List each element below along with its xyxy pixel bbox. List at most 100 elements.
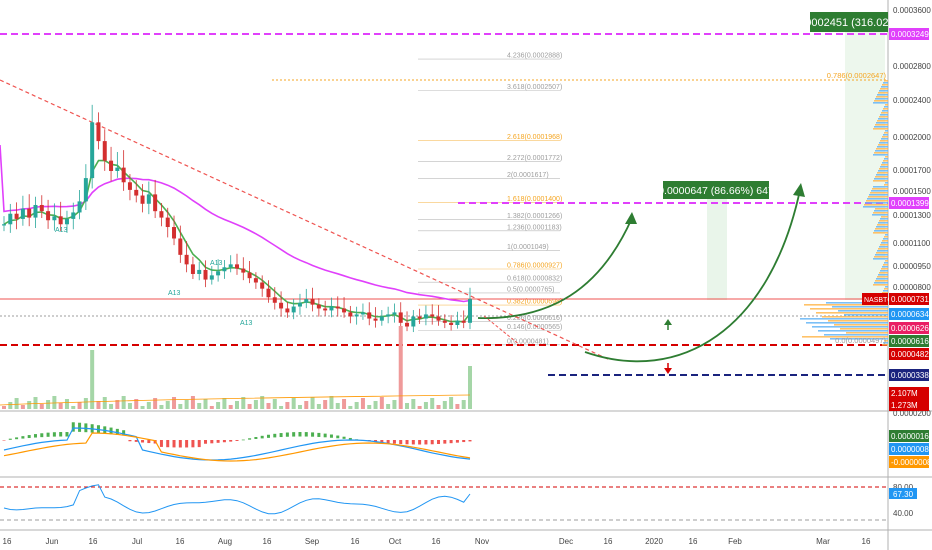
volume-profile-bar: [878, 92, 888, 94]
volume-bar: [159, 405, 164, 409]
volume-profile-bar: [873, 186, 888, 188]
volume-bar: [373, 401, 378, 409]
volume-profile-bar: [883, 238, 888, 240]
volume-profile-bar: [876, 122, 888, 124]
macd-badge: [889, 443, 929, 455]
volume-bar: [423, 402, 428, 409]
volume-bar: [46, 400, 51, 409]
volume-profile-bar: [874, 100, 888, 102]
macd-hist-bar: [2, 440, 6, 441]
candle-body: [461, 320, 466, 323]
price-badge-text: 1.273M: [891, 401, 918, 410]
candle-body: [146, 194, 151, 204]
time-label: 16: [351, 537, 360, 546]
volume-profile-bar: [881, 112, 888, 114]
volume-profile-bar: [865, 202, 888, 204]
volume-profile-bar: [880, 218, 888, 220]
candle-body: [209, 275, 214, 280]
fib-label: 1.236(0.0001183): [507, 224, 562, 231]
projection-diagonal: [483, 315, 521, 346]
volume-profile-bar: [876, 226, 888, 228]
candle-body: [64, 218, 69, 225]
target-mid-label: 0.0000647 (86.66%) 647: [658, 181, 774, 199]
candle-body: [430, 314, 435, 317]
candle-body: [285, 308, 290, 313]
price-badge: [889, 293, 929, 305]
volume-bar: [228, 405, 233, 409]
fib-label: 3.618(0.0002507): [507, 84, 562, 91]
candle-body: [83, 178, 88, 202]
volume-profile-bar: [830, 338, 888, 340]
price-badge: [889, 399, 929, 411]
volume-profile-bar: [885, 234, 888, 236]
price-badge-text: 0.0000731: [891, 295, 929, 304]
macd-hist-bar: [15, 437, 19, 440]
volume-bar: [58, 403, 63, 409]
candle-body: [455, 320, 460, 325]
volume-profile-bar: [880, 270, 888, 272]
macd-hist-bar: [235, 440, 239, 441]
projection-arrows: [477, 183, 805, 374]
volume-profile-bar: [881, 86, 888, 88]
fib-label: 2.272(0.0001772): [507, 155, 562, 162]
volume-profile-bar: [873, 102, 888, 104]
candle-body: [159, 211, 164, 218]
candle-body: [77, 201, 82, 213]
time-axis[interactable]: 16 Jun 16 Jul 16 Aug 16 Sep 16 Oct 16 Nov Dec 16 2020 1…: [3, 537, 871, 546]
macd-hist-bar: [336, 435, 340, 439]
volume-profile-bar: [877, 120, 888, 122]
candle-body: [2, 224, 6, 226]
volume-profile-bar: [876, 148, 888, 150]
time-label: Mar: [816, 537, 830, 546]
candle-body: [20, 208, 25, 219]
candle-body: [417, 316, 422, 319]
macd-badge: [889, 456, 929, 468]
volume-profile-bar: [875, 228, 888, 230]
candle-body: [297, 302, 302, 307]
volume-bar: [39, 404, 44, 409]
candle-body: [52, 216, 57, 221]
volume-profile-bar: [816, 312, 888, 314]
candle-body: [386, 314, 391, 317]
volume-profile-bar: [882, 344, 888, 346]
wave-label-1: A13: [55, 227, 68, 234]
candle-body: [58, 216, 63, 225]
volume-profile-bar: [879, 246, 888, 248]
macd-hist-bar: [424, 440, 428, 445]
price-tick: 0.0001100: [893, 239, 931, 248]
macd-hist-bar: [380, 440, 384, 443]
price-badge: [889, 335, 929, 347]
volume-bar: [442, 401, 447, 409]
fib-label: 1.382(0.0001266): [507, 213, 562, 220]
volume-bar: [146, 402, 151, 409]
small-down-arrowhead: [664, 368, 672, 374]
price-tick: 0.0002800: [893, 62, 931, 71]
fib-label: 1.618(0.0001400): [507, 196, 562, 203]
volume-profile-bar: [864, 204, 888, 206]
volume-bar: [20, 405, 25, 409]
macd-hist-bar: [468, 440, 472, 442]
price-tick: 0.0000200: [893, 409, 931, 418]
volume-profile-bar: [882, 292, 888, 294]
macd-badge-text: 0.0000016: [891, 432, 929, 441]
volume-profile-bar: [877, 276, 888, 278]
volume-bar: [392, 400, 397, 409]
price-axis[interactable]: 0.0003600 0.0002800 0.0002400 0.0002000 0.00…: [893, 6, 931, 418]
volume-bar: [83, 398, 88, 409]
candle-body: [272, 297, 277, 303]
macd-badge-text: 0.0000008: [891, 445, 929, 454]
volume-profile-bar: [884, 158, 888, 160]
volume-bar: [165, 401, 170, 409]
volume-profile-bar: [880, 88, 888, 90]
macd-hist-bar: [248, 438, 252, 440]
volume-profile-bar: [874, 282, 888, 284]
volume-bar: [140, 406, 145, 409]
macd-hist-bar: [298, 432, 302, 437]
macd-badges: 0.0000016 0.0000008 -0.0000008: [889, 430, 932, 468]
time-label: 16: [862, 537, 871, 546]
volume-profile-bar: [875, 176, 888, 178]
volume-bar: [304, 401, 309, 409]
wave-labels: A13 A13 A13 A13: [55, 227, 253, 327]
volume-bar: [436, 405, 441, 409]
